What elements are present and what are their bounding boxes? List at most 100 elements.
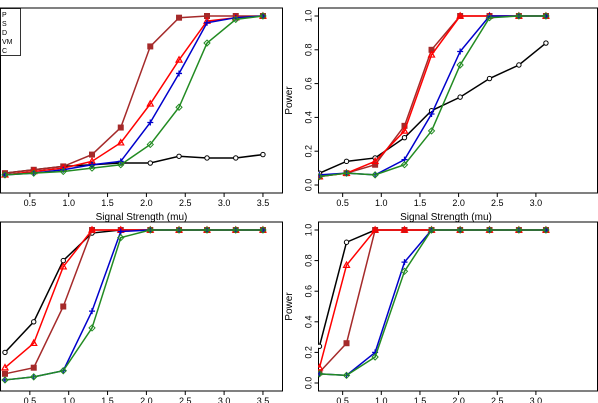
y-tick-label: 0.0 bbox=[304, 377, 314, 390]
x-axis-label: Signal Strength (mu) bbox=[400, 212, 492, 223]
x-tick-label: 1.0 bbox=[62, 396, 75, 403]
data-point-circle-0 bbox=[2, 349, 8, 356]
series-line-square bbox=[4, 15, 263, 174]
data-point-triangle-0 bbox=[0, 363, 10, 371]
data-point-diamond-3 bbox=[400, 161, 409, 169]
data-point-circle-1 bbox=[31, 319, 37, 325]
data-point-circle-1 bbox=[343, 158, 350, 165]
series-line-plus bbox=[319, 15, 546, 176]
y-axis-label: Power bbox=[284, 86, 295, 115]
data-point-diamond-0 bbox=[1, 171, 9, 179]
data-point-triangle-5 bbox=[146, 99, 155, 107]
data-point-triangle-2 bbox=[371, 225, 380, 233]
plot-frame bbox=[0, 221, 283, 392]
data-point-plus-3 bbox=[89, 308, 96, 315]
y-tick-label: 0.2 bbox=[304, 145, 314, 158]
data-point-circle-0 bbox=[318, 343, 323, 349]
data-point-circle-1 bbox=[343, 239, 350, 245]
series-line-diamond bbox=[4, 229, 263, 381]
data-point-square-1 bbox=[343, 340, 350, 347]
data-point-circle-8 bbox=[543, 40, 549, 46]
data-point-diamond-1 bbox=[342, 371, 351, 380]
x-tick-label: 1.5 bbox=[414, 396, 427, 403]
series-line-plus bbox=[319, 229, 546, 377]
series-line-diamond bbox=[4, 15, 264, 176]
data-point-diamond-4 bbox=[117, 161, 125, 169]
data-point-triangle-3 bbox=[400, 126, 409, 134]
data-point-diamond-7 bbox=[203, 226, 211, 234]
chart-panel-2: 0.5 1.0 1.5 2.0 2.5 3.0 0.0 0.2 0.4 0.6 0.8 1.0 Sign… bbox=[284, 7, 598, 223]
legend-box bbox=[0, 8, 21, 56]
series-line-plus bbox=[4, 229, 263, 381]
data-point-plus-3 bbox=[401, 259, 408, 266]
legend: PSD VM C bbox=[0, 8, 21, 56]
series-line-diamond bbox=[319, 229, 546, 377]
series-line-circle bbox=[4, 229, 263, 353]
data-point-diamond-2 bbox=[59, 367, 67, 375]
x-tick-label: 3.5 bbox=[257, 198, 270, 208]
data-point-diamond-5 bbox=[146, 140, 154, 149]
data-point-diamond-2 bbox=[371, 171, 379, 179]
x-tick-label: 1.0 bbox=[375, 198, 388, 208]
series-line-square bbox=[319, 15, 546, 178]
data-point-circle-9 bbox=[260, 151, 266, 158]
data-point-diamond-9 bbox=[259, 226, 267, 234]
data-point-circle-6 bbox=[176, 153, 182, 159]
data-point-diamond-8 bbox=[542, 226, 550, 234]
data-point-triangle-1 bbox=[342, 260, 351, 268]
data-point-diamond-1 bbox=[30, 373, 38, 381]
data-point-diamond-7 bbox=[515, 12, 523, 20]
series-group bbox=[318, 11, 550, 181]
x-tick-label: 0.5 bbox=[336, 396, 349, 403]
data-point-triangle-0 bbox=[318, 363, 324, 371]
data-point-triangle-4 bbox=[116, 138, 125, 146]
data-point-diamond-5 bbox=[456, 61, 464, 69]
x-tick-label: 2.0 bbox=[452, 198, 465, 208]
data-point-triangle-2 bbox=[59, 262, 68, 270]
data-point-square-1 bbox=[30, 364, 37, 371]
data-point-diamond-3 bbox=[88, 324, 96, 332]
data-point-diamond-5 bbox=[456, 226, 464, 234]
series-group bbox=[318, 225, 550, 380]
series-line-triangle bbox=[4, 15, 263, 176]
plot-frame bbox=[0, 7, 283, 194]
data-point-circle-5 bbox=[457, 94, 463, 100]
x-tick-label: 1.0 bbox=[62, 198, 75, 208]
data-point-triangle-6 bbox=[175, 55, 184, 63]
series-line-diamond bbox=[319, 15, 546, 178]
data-point-circle-7 bbox=[516, 62, 522, 68]
series-line-circle bbox=[318, 229, 546, 347]
series-line-triangle bbox=[319, 15, 546, 178]
data-point-square-2 bbox=[60, 303, 67, 310]
data-point-triangle-2 bbox=[371, 156, 380, 165]
x-tick-label: 2.0 bbox=[140, 396, 153, 403]
legend-entry: D bbox=[2, 30, 7, 37]
x-tick-label: 2.5 bbox=[491, 198, 504, 208]
x-tick-label: 0.5 bbox=[24, 198, 37, 208]
y-tick-label: 0.6 bbox=[304, 285, 314, 298]
data-point-plus-7 bbox=[204, 19, 211, 26]
x-tick-label: 3.0 bbox=[218, 396, 231, 403]
data-point-diamond-6 bbox=[485, 13, 494, 22]
plot-frame bbox=[318, 7, 598, 194]
data-point-diamond-6 bbox=[485, 226, 494, 234]
data-point-circle-6 bbox=[486, 75, 493, 82]
data-point-plus-4 bbox=[117, 228, 124, 235]
legend-entry: S bbox=[2, 21, 7, 28]
x-tick-label: 3.0 bbox=[530, 396, 543, 403]
data-point-diamond-4 bbox=[117, 233, 125, 242]
data-point-triangle-5 bbox=[456, 11, 465, 19]
data-point-diamond-8 bbox=[542, 12, 550, 20]
data-point-triangle-4 bbox=[427, 50, 436, 58]
data-point-diamond-6 bbox=[175, 103, 183, 111]
x-tick-label: 2.0 bbox=[140, 198, 153, 208]
data-point-triangle-3 bbox=[400, 225, 409, 233]
x-tick-label: 2.5 bbox=[179, 396, 192, 403]
data-point-circle-5 bbox=[147, 160, 153, 166]
data-point-diamond-2 bbox=[371, 353, 379, 361]
data-point-diamond-1 bbox=[30, 169, 38, 177]
y-tick-label: 1.0 bbox=[304, 10, 314, 23]
data-point-plus-5 bbox=[147, 119, 154, 126]
data-point-diamond-0 bbox=[318, 370, 324, 378]
data-point-square-4 bbox=[117, 124, 124, 131]
